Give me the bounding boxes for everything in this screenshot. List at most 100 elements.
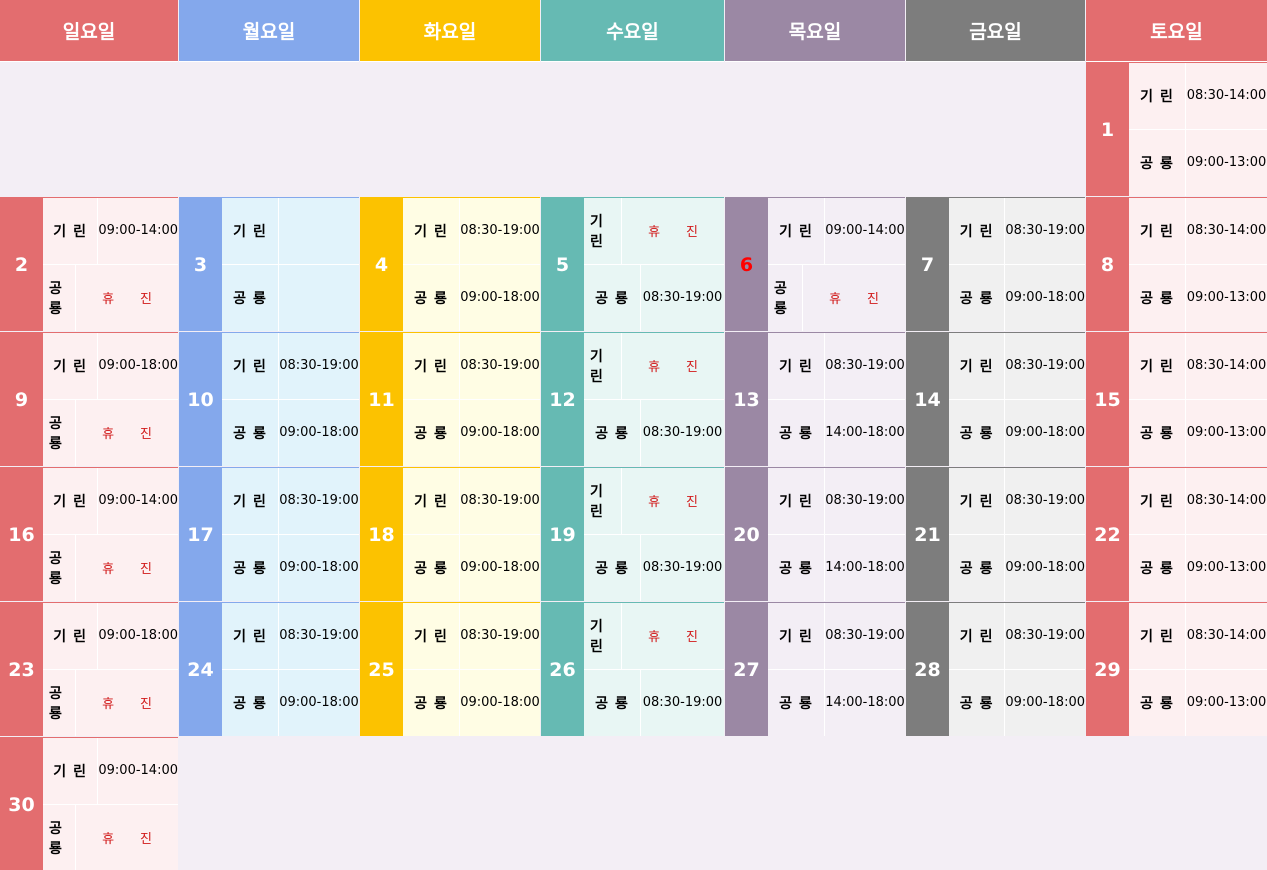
doctor-row: 기린 <box>222 198 359 265</box>
doctor-row: 기린 08:30-19:00 <box>949 603 1085 670</box>
doctor-row: 공룡 휴진 <box>768 264 905 331</box>
day-cell-2: 2 기린 09:00-14:00 공룡 휴진 <box>0 197 178 331</box>
closed-label: 휴진 <box>829 292 905 308</box>
doctor-row: 기린 08:30-19:00 <box>403 198 540 265</box>
day-number: 27 <box>725 603 768 736</box>
doctor-name: 기린 <box>403 603 460 669</box>
day-number: 24 <box>179 603 222 736</box>
day-schedule: 기린 08:30-19:00 공룡 09:00-18:00 <box>949 603 1085 736</box>
day-cell-7: 7 기린 08:30-19:00 공룡 09:00-18:00 <box>906 197 1085 331</box>
day-number: 4 <box>360 198 403 331</box>
day-schedule: 기린 08:30-14:00 공룡 09:00-13:00 <box>1129 603 1267 736</box>
doctor-name: 기린 <box>584 198 623 264</box>
header-friday: 금요일 <box>906 0 1085 62</box>
hours-text: 14:00-18:00 <box>825 695 905 711</box>
day-schedule: 기린 08:30-19:00 공룡 14:00-18:00 <box>768 603 905 736</box>
doctor-row: 기린 08:30-19:00 <box>949 468 1085 535</box>
header-tuesday: 화요일 <box>360 0 540 62</box>
doctor-row: 공룡 09:00-18:00 <box>403 534 540 601</box>
hours-text: 08:30-19:00 <box>460 223 540 239</box>
day-cell-23: 23 기린 09:00-18:00 공룡 휴진 <box>0 602 178 736</box>
doctor-row: 기린 08:30-19:00 <box>403 333 540 400</box>
day-number: 2 <box>0 198 43 331</box>
doctor-name: 기린 <box>1129 603 1186 669</box>
doctor-name: 기린 <box>222 603 279 669</box>
day-cell-27: 27 기린 08:30-19:00 공룡 14:00-18:00 <box>725 602 905 736</box>
day-schedule: 기린 휴진 공룡 08:30-19:00 <box>584 603 724 736</box>
doctor-row: 기린 08:30-19:00 <box>222 603 359 670</box>
day-cell-15: 15 기린 08:30-14:00 공룡 09:00-13:00 <box>1086 332 1267 466</box>
day-cell-12: 12 기린 휴진 공룡 08:30-19:00 <box>541 332 724 466</box>
day-cell-17: 17 기린 08:30-19:00 공룡 09:00-18:00 <box>179 467 359 601</box>
doctor-row: 기린 휴진 <box>584 468 724 535</box>
doctor-row: 기린 휴진 <box>584 333 724 400</box>
hours-text: 09:00-18:00 <box>1005 425 1085 441</box>
day-cell-9: 9 기린 09:00-18:00 공룡 휴진 <box>0 332 178 466</box>
doctor-row: 기린 08:30-19:00 <box>222 333 359 400</box>
hours-text: 09:00-14:00 <box>98 763 178 779</box>
doctor-row: 공룡 09:00-13:00 <box>1129 264 1267 331</box>
doctor-name: 기린 <box>768 198 825 264</box>
doctor-row: 기린 08:30-19:00 <box>768 333 905 400</box>
day-number: 18 <box>360 468 403 601</box>
hours-text: 08:30-19:00 <box>825 493 905 509</box>
header-saturday: 토요일 <box>1086 0 1267 62</box>
day-number: 1 <box>1086 63 1129 196</box>
doctor-row: 공룡 14:00-18:00 <box>768 399 905 466</box>
day-number: 8 <box>1086 198 1129 331</box>
day-schedule: 기린 08:30-14:00 공룡 09:00-13:00 <box>1129 333 1267 466</box>
doctor-name: 공룡 <box>222 264 279 331</box>
hours-text: 08:30-19:00 <box>642 560 723 576</box>
day-number: 17 <box>179 468 222 601</box>
closed-label: 휴진 <box>102 697 178 713</box>
day-schedule: 기린 08:30-19:00 공룡 09:00-18:00 <box>222 603 359 736</box>
day-cell-1: 1 기린 08:30-14:00 공룡 09:00-13:00 <box>1086 62 1267 196</box>
hours-text: 08:30-19:00 <box>642 290 723 306</box>
doctor-row: 기린 08:30-14:00 <box>1129 198 1267 265</box>
doctor-row: 공룡 09:00-13:00 <box>1129 669 1267 736</box>
doctor-row: 공룡 휴진 <box>43 399 178 466</box>
hours-text: 08:30-19:00 <box>1005 493 1085 509</box>
hours-text: 08:30-19:00 <box>825 628 905 644</box>
doctor-name: 공룡 <box>403 264 460 331</box>
doctor-row: 기린 09:00-14:00 <box>43 738 178 805</box>
doctor-name: 기린 <box>43 738 99 804</box>
hours-text: 09:00-18:00 <box>1005 560 1085 576</box>
hours-text: 08:30-14:00 <box>1186 493 1267 509</box>
hours-text: 09:00-14:00 <box>825 223 905 239</box>
day-schedule: 기린 08:30-19:00 공룡 14:00-18:00 <box>768 333 905 466</box>
doctor-row: 기린 08:30-19:00 <box>949 198 1085 265</box>
doctor-name: 기린 <box>43 468 99 534</box>
doctor-name: 기린 <box>949 333 1006 399</box>
doctor-name: 기린 <box>949 603 1006 669</box>
doctor-row: 기린 08:30-14:00 <box>1129 333 1267 400</box>
doctor-row: 공룡 09:00-18:00 <box>949 399 1085 466</box>
doctor-name: 공룡 <box>43 399 77 466</box>
hours-text: 08:30-14:00 <box>1186 628 1267 644</box>
doctor-row: 공룡 09:00-13:00 <box>1129 129 1267 196</box>
day-number: 3 <box>179 198 222 331</box>
day-cell-8: 8 기린 08:30-14:00 공룡 09:00-13:00 <box>1086 197 1267 331</box>
hours-text: 09:00-18:00 <box>279 560 359 576</box>
day-number: 19 <box>541 468 584 601</box>
doctor-row: 공룡 09:00-18:00 <box>949 534 1085 601</box>
day-schedule: 기린 09:00-14:00 공룡 휴진 <box>43 468 178 601</box>
closed-label: 휴진 <box>648 630 724 646</box>
day-cell-20: 20 기린 08:30-19:00 공룡 14:00-18:00 <box>725 467 905 601</box>
hours-text: 09:00-14:00 <box>98 493 178 509</box>
day-number: 23 <box>0 603 43 736</box>
doctor-row: 기린 08:30-14:00 <box>1129 468 1267 535</box>
doctor-row: 공룡 14:00-18:00 <box>768 534 905 601</box>
doctor-row: 기린 09:00-14:00 <box>43 468 178 535</box>
doctor-name: 공룡 <box>768 669 825 736</box>
hours-text: 08:30-19:00 <box>825 358 905 374</box>
header-wednesday: 수요일 <box>541 0 724 62</box>
doctor-name: 기린 <box>768 468 825 534</box>
doctor-row: 기린 09:00-18:00 <box>43 603 178 670</box>
doctor-name: 공룡 <box>222 534 279 601</box>
day-number: 28 <box>906 603 949 736</box>
day-number: 30 <box>0 738 43 870</box>
day-number: 9 <box>0 333 43 466</box>
doctor-name: 기린 <box>222 333 279 399</box>
doctor-name: 공룡 <box>43 264 77 331</box>
